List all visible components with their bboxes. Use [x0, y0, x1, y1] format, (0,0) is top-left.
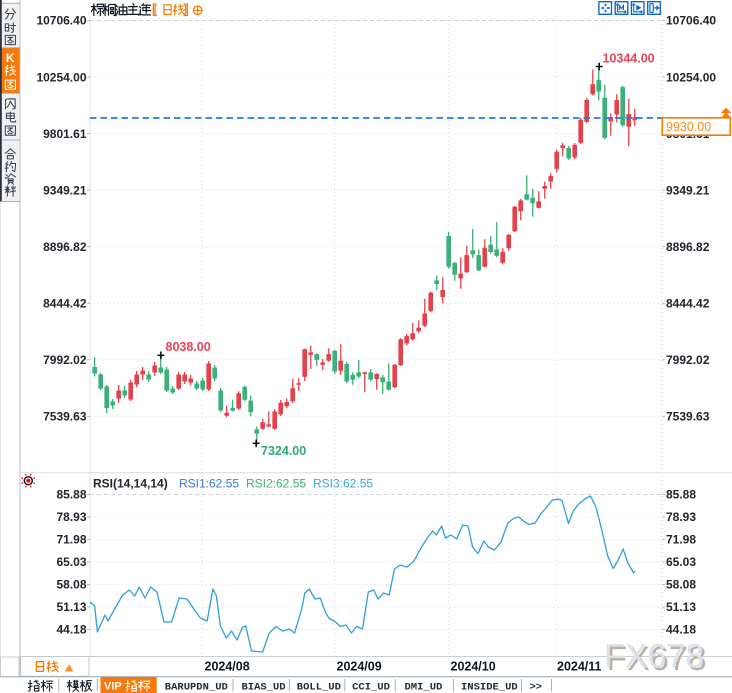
- svg-text:7992.02: 7992.02: [43, 353, 87, 367]
- svg-text:K: K: [6, 51, 15, 65]
- svg-text:RSI3:62.55: RSI3:62.55: [313, 477, 373, 491]
- svg-text:51.13: 51.13: [666, 600, 696, 614]
- svg-text:44.18: 44.18: [666, 623, 696, 637]
- svg-text:10254.00: 10254.00: [36, 70, 86, 84]
- svg-text:8444.42: 8444.42: [666, 296, 710, 310]
- svg-text:10344.00: 10344.00: [603, 52, 655, 66]
- svg-text:9349.21: 9349.21: [666, 183, 710, 197]
- svg-text:65.03: 65.03: [666, 555, 696, 569]
- svg-text:FX678: FX678: [604, 638, 704, 676]
- svg-text:58.08: 58.08: [56, 578, 86, 592]
- svg-text:8896.82: 8896.82: [43, 240, 87, 254]
- svg-text:FX678: FX678: [607, 640, 707, 678]
- svg-text:RSI2:62.55: RSI2:62.55: [246, 477, 306, 491]
- svg-text:INSIDE_UD: INSIDE_UD: [461, 681, 518, 693]
- svg-text:7539.63: 7539.63: [43, 410, 87, 424]
- svg-text:8038.00: 8038.00: [166, 340, 211, 354]
- svg-text:71.98: 71.98: [56, 533, 86, 547]
- svg-text:CCI_UD: CCI_UD: [352, 681, 390, 693]
- svg-text:78.93: 78.93: [666, 510, 696, 524]
- svg-text:2024/11: 2024/11: [557, 659, 602, 673]
- svg-text:78.93: 78.93: [56, 510, 86, 524]
- svg-text:8896.82: 8896.82: [666, 240, 710, 254]
- svg-text:VIP: VIP: [104, 680, 122, 692]
- svg-text:RSI1:62.55: RSI1:62.55: [179, 477, 239, 491]
- svg-text:85.88: 85.88: [56, 488, 86, 502]
- svg-text:44.18: 44.18: [56, 623, 86, 637]
- svg-text:71.98: 71.98: [666, 533, 696, 547]
- svg-text:2024/08: 2024/08: [205, 659, 250, 673]
- svg-text:2024/09: 2024/09: [337, 659, 382, 673]
- svg-text:10706.40: 10706.40: [666, 14, 716, 28]
- svg-text:10254.00: 10254.00: [666, 70, 716, 84]
- svg-text:BOLL_UD: BOLL_UD: [297, 681, 341, 693]
- svg-text:7324.00: 7324.00: [261, 444, 306, 458]
- svg-text:2024/10: 2024/10: [451, 659, 496, 673]
- svg-text:BARUPDN_UD: BARUPDN_UD: [165, 681, 228, 693]
- svg-text:7539.63: 7539.63: [666, 410, 710, 424]
- svg-text:RSI(14,14,14): RSI(14,14,14): [93, 477, 168, 491]
- svg-text:58.08: 58.08: [666, 578, 696, 592]
- svg-text:10706.40: 10706.40: [36, 14, 86, 28]
- svg-text:9930.00: 9930.00: [666, 120, 711, 134]
- svg-text:8444.42: 8444.42: [43, 296, 87, 310]
- svg-text:51.13: 51.13: [56, 600, 86, 614]
- svg-text:7992.02: 7992.02: [666, 353, 710, 367]
- svg-text:>>: >>: [530, 681, 543, 693]
- svg-text:65.03: 65.03: [56, 555, 86, 569]
- svg-text:9801.61: 9801.61: [43, 127, 87, 141]
- svg-text:85.88: 85.88: [666, 488, 696, 502]
- svg-text:9349.21: 9349.21: [43, 183, 87, 197]
- svg-text:DMI_UD: DMI_UD: [405, 681, 443, 693]
- svg-text:BIAS_UD: BIAS_UD: [242, 681, 286, 693]
